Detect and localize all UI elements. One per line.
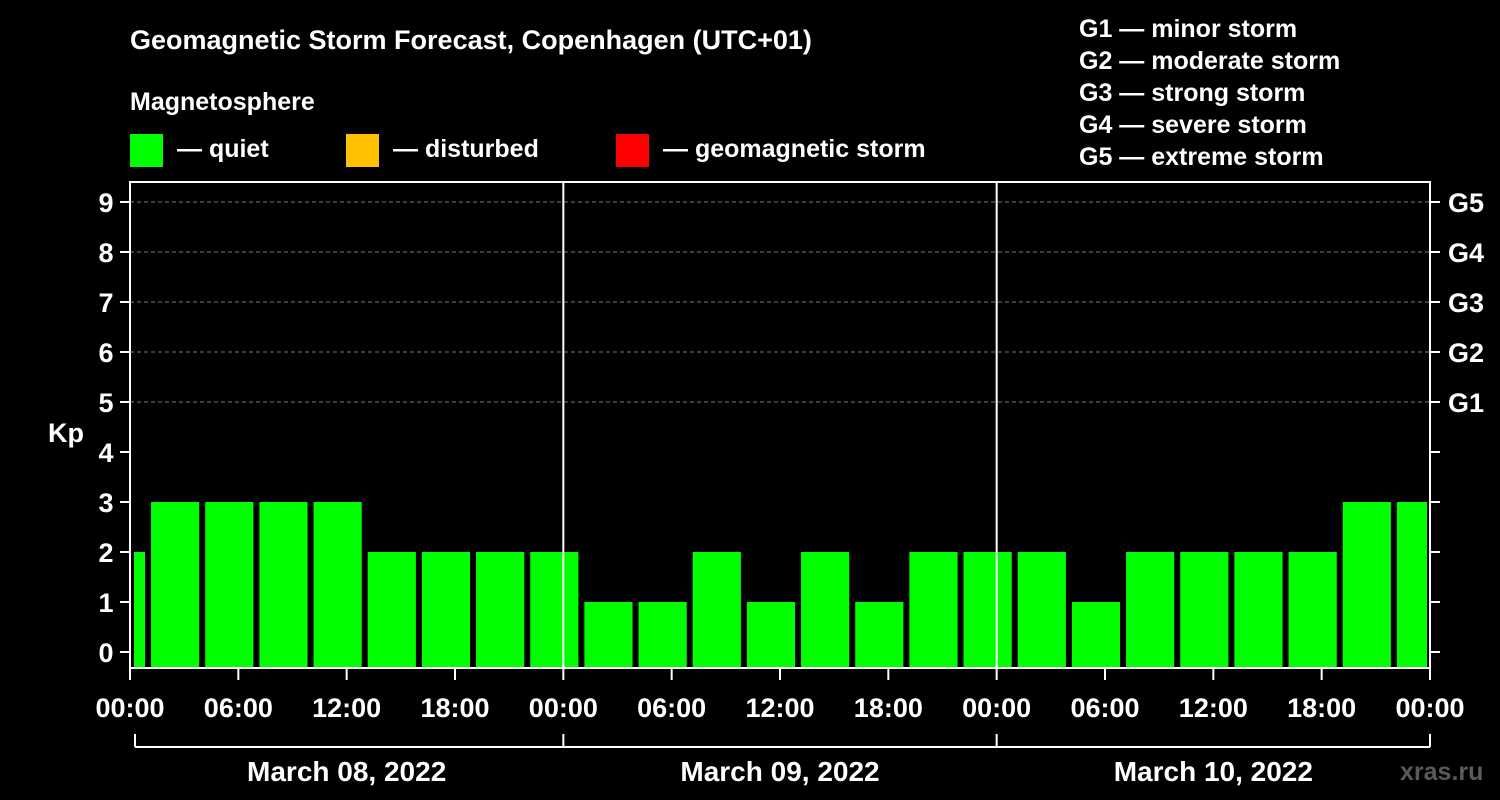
kp-bar xyxy=(259,502,308,668)
x-tick-label: 06:00 xyxy=(1070,693,1139,723)
legend-label: — disturbed xyxy=(393,135,539,163)
g-scale-item: G1 — minor storm xyxy=(1079,15,1297,43)
g-tick-label: G4 xyxy=(1448,238,1484,268)
y-axis-label: Kp xyxy=(48,418,84,448)
x-axis: 00:00 06:00 12:00 18:00 00:00 06:00 12:00 18:00… xyxy=(95,668,1465,723)
kp-bar xyxy=(1396,502,1427,668)
x-tick-label: 00:00 xyxy=(1395,693,1464,723)
x-tick-label: 00:00 xyxy=(95,693,164,723)
x-tick-label: 12:00 xyxy=(1179,693,1248,723)
y-tick-label: 9 xyxy=(98,188,113,218)
kp-bar xyxy=(855,602,904,668)
kp-bars xyxy=(134,502,1427,668)
x-tick-label: 18:00 xyxy=(420,693,489,723)
kp-bar xyxy=(1180,552,1229,668)
legend-swatch xyxy=(346,134,379,167)
kp-bar xyxy=(151,502,200,668)
y-tick-label: 6 xyxy=(98,338,113,368)
kp-bar xyxy=(1234,552,1283,668)
g-axis: G1 G2 G3 G4 G5 xyxy=(1430,188,1484,653)
legend-title: Magnetosphere xyxy=(130,88,315,116)
y-tick-label: 4 xyxy=(98,438,113,468)
legend-swatch xyxy=(130,134,163,167)
kp-bar xyxy=(692,552,741,668)
kp-bar xyxy=(638,602,687,668)
kp-bar xyxy=(205,502,254,668)
g-scale-legend: G1 — minor storm G2 — moderate storm G3 — … xyxy=(1079,15,1340,171)
kp-bar xyxy=(134,552,146,668)
x-tick-label: 18:00 xyxy=(854,693,923,723)
kp-bar xyxy=(530,552,579,668)
kp-bar xyxy=(367,552,416,668)
g-scale-item: G4 — severe storm xyxy=(1079,111,1307,139)
day-label: March 08, 2022 xyxy=(247,756,446,787)
legend-label: — quiet xyxy=(177,135,269,163)
g-tick-label: G3 xyxy=(1448,288,1484,318)
y-tick-label: 1 xyxy=(98,588,113,618)
y-axis: 0 1 2 3 4 5 6 7 8 9 xyxy=(98,188,130,668)
y-tick-label: 0 xyxy=(98,638,113,668)
day-label: March 09, 2022 xyxy=(680,756,879,787)
day-labels: March 08, 2022 March 09, 2022 March 10, 20… xyxy=(134,734,1431,787)
y-tick-label: 5 xyxy=(98,388,113,418)
kp-bar xyxy=(909,552,958,668)
x-tick-label: 12:00 xyxy=(312,693,381,723)
kp-bar xyxy=(801,552,850,668)
kp-bar xyxy=(963,552,1012,668)
g-scale-item: G5 — extreme storm xyxy=(1079,143,1324,171)
kp-bar xyxy=(1288,552,1337,668)
y-tick-label: 7 xyxy=(98,288,113,318)
y-tick-label: 3 xyxy=(98,488,113,518)
kp-bar xyxy=(1071,602,1121,668)
y-tick-label: 8 xyxy=(98,238,113,268)
g-tick-label: G1 xyxy=(1448,388,1484,418)
g-tick-label: G2 xyxy=(1448,338,1484,368)
x-tick-label: 00:00 xyxy=(962,693,1031,723)
x-tick-label: 00:00 xyxy=(529,693,598,723)
x-tick-label: 06:00 xyxy=(204,693,273,723)
g-tick-label: G5 xyxy=(1448,188,1484,218)
x-tick-label: 12:00 xyxy=(745,693,814,723)
chart-title: Geomagnetic Storm Forecast, Copenhagen (… xyxy=(130,25,812,55)
x-tick-label: 18:00 xyxy=(1287,693,1356,723)
y-tick-label: 2 xyxy=(98,538,113,568)
kp-bar xyxy=(421,552,471,668)
kp-bar xyxy=(1342,502,1391,668)
kp-bar xyxy=(1126,552,1175,668)
watermark: xras.ru xyxy=(1400,758,1483,786)
legend-swatch xyxy=(616,134,649,167)
kp-bar xyxy=(313,502,362,668)
kp-bar xyxy=(476,552,525,668)
kp-bar xyxy=(1017,552,1066,668)
color-legend: — quiet — disturbed — geomagnetic storm xyxy=(130,134,926,167)
kp-bar xyxy=(746,602,796,668)
kp-bar xyxy=(584,602,633,668)
day-label: March 10, 2022 xyxy=(1114,756,1313,787)
legend-label: — geomagnetic storm xyxy=(663,135,926,163)
x-tick-label: 06:00 xyxy=(637,693,706,723)
g-scale-item: G3 — strong storm xyxy=(1079,79,1305,107)
g-scale-item: G2 — moderate storm xyxy=(1079,47,1340,75)
